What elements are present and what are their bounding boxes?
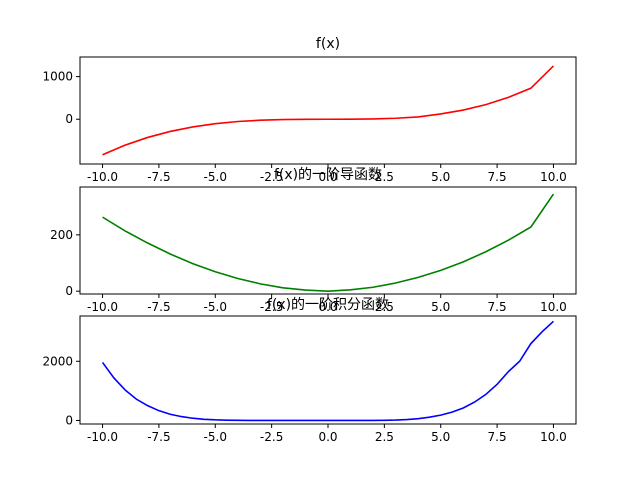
axes-frame: [79, 56, 577, 165]
y-tick-label: 0: [65, 284, 73, 298]
x-tick-label: 7.5: [488, 170, 507, 184]
x-tick-label: -2.5: [260, 300, 283, 314]
y-tick-label: 0: [65, 112, 73, 126]
subplot-2: -10.0 -7.5 -5.0 -2.5 0.0 2.5 5.0 7.5 10.0 0 200 f…: [50, 167, 577, 314]
x-axis: -10.0 -7.5 -5.0 -2.5 0.0 2.5 5.0 7.5 10.0: [87, 424, 567, 444]
x-tick-label: 5.0: [431, 170, 450, 184]
x-tick-label: 2.5: [375, 170, 394, 184]
chart-title: f(x)的一阶积分函数: [267, 297, 389, 313]
plot-area: [102, 65, 555, 156]
series-line-1: [102, 65, 555, 156]
x-tick-label: 0.0: [318, 170, 337, 184]
x-tick-label: 10.0: [540, 300, 567, 314]
x-tick-label: 10.0: [540, 430, 567, 444]
axes-frame: [79, 186, 577, 295]
x-tick-label: 10.0: [540, 170, 567, 184]
x-tick-label: 7.5: [488, 430, 507, 444]
plot-area: [101, 320, 554, 422]
x-tick-label: 0.0: [318, 430, 337, 444]
x-axis: -10.0 -7.5 -5.0 -2.5 0.0 2.5 5.0 7.5 10.0: [87, 164, 567, 184]
y-axis: 0 200: [50, 228, 80, 298]
x-tick-label: 2.5: [375, 430, 394, 444]
subplot-1: -10.0 -7.5 -5.0 -2.5 0.0 2.5 5.0 7.5 10.0 01000 …: [42, 36, 577, 184]
x-tick-label: 7.5: [488, 300, 507, 314]
x-tick-label: -5.0: [204, 300, 227, 314]
x-tick-label: 0.0: [318, 300, 337, 314]
x-tick-label: -5.0: [204, 430, 227, 444]
x-tick-label: 5.0: [431, 430, 450, 444]
y-tick-label: 1000: [42, 70, 73, 84]
y-tick-label: 0: [65, 413, 73, 427]
x-axis: -10.0 -7.5 -5.0 -2.5 0.0 2.5 5.0 7.5 10.0: [87, 294, 567, 314]
x-tick-label: -10.0: [87, 430, 118, 444]
y-axis: 0 1000: [42, 70, 80, 126]
x-tick-label: -5.0: [204, 170, 227, 184]
x-tick-label: 2.5: [375, 300, 394, 314]
y-axis: 0 2000: [42, 354, 80, 427]
subplot-3: -10.0 -7.5 -5.0 -2.5 0.0 2.5 5.0 7.5 10.0 02000 …: [42, 297, 577, 444]
x-tick-label: 5.0: [431, 300, 450, 314]
x-tick-label: -7.5: [147, 300, 170, 314]
chart-title: f(x): [316, 36, 340, 52]
series-line-1: [102, 193, 555, 292]
x-tick-label: -10.0: [87, 170, 118, 184]
plot-area: [102, 193, 555, 292]
y-tick-label: 200: [50, 228, 73, 242]
x-tick-label: -2.5: [260, 430, 283, 444]
y-tick-label: 2000: [42, 354, 73, 368]
series-line-1: [101, 320, 554, 422]
x-tick-label: -7.5: [147, 430, 170, 444]
chart-title: f(x)的一阶导函数: [274, 167, 382, 183]
x-tick-label: -7.5: [147, 170, 170, 184]
x-tick-label: -2.5: [260, 170, 283, 184]
x-tick-label: -10.0: [87, 300, 118, 314]
